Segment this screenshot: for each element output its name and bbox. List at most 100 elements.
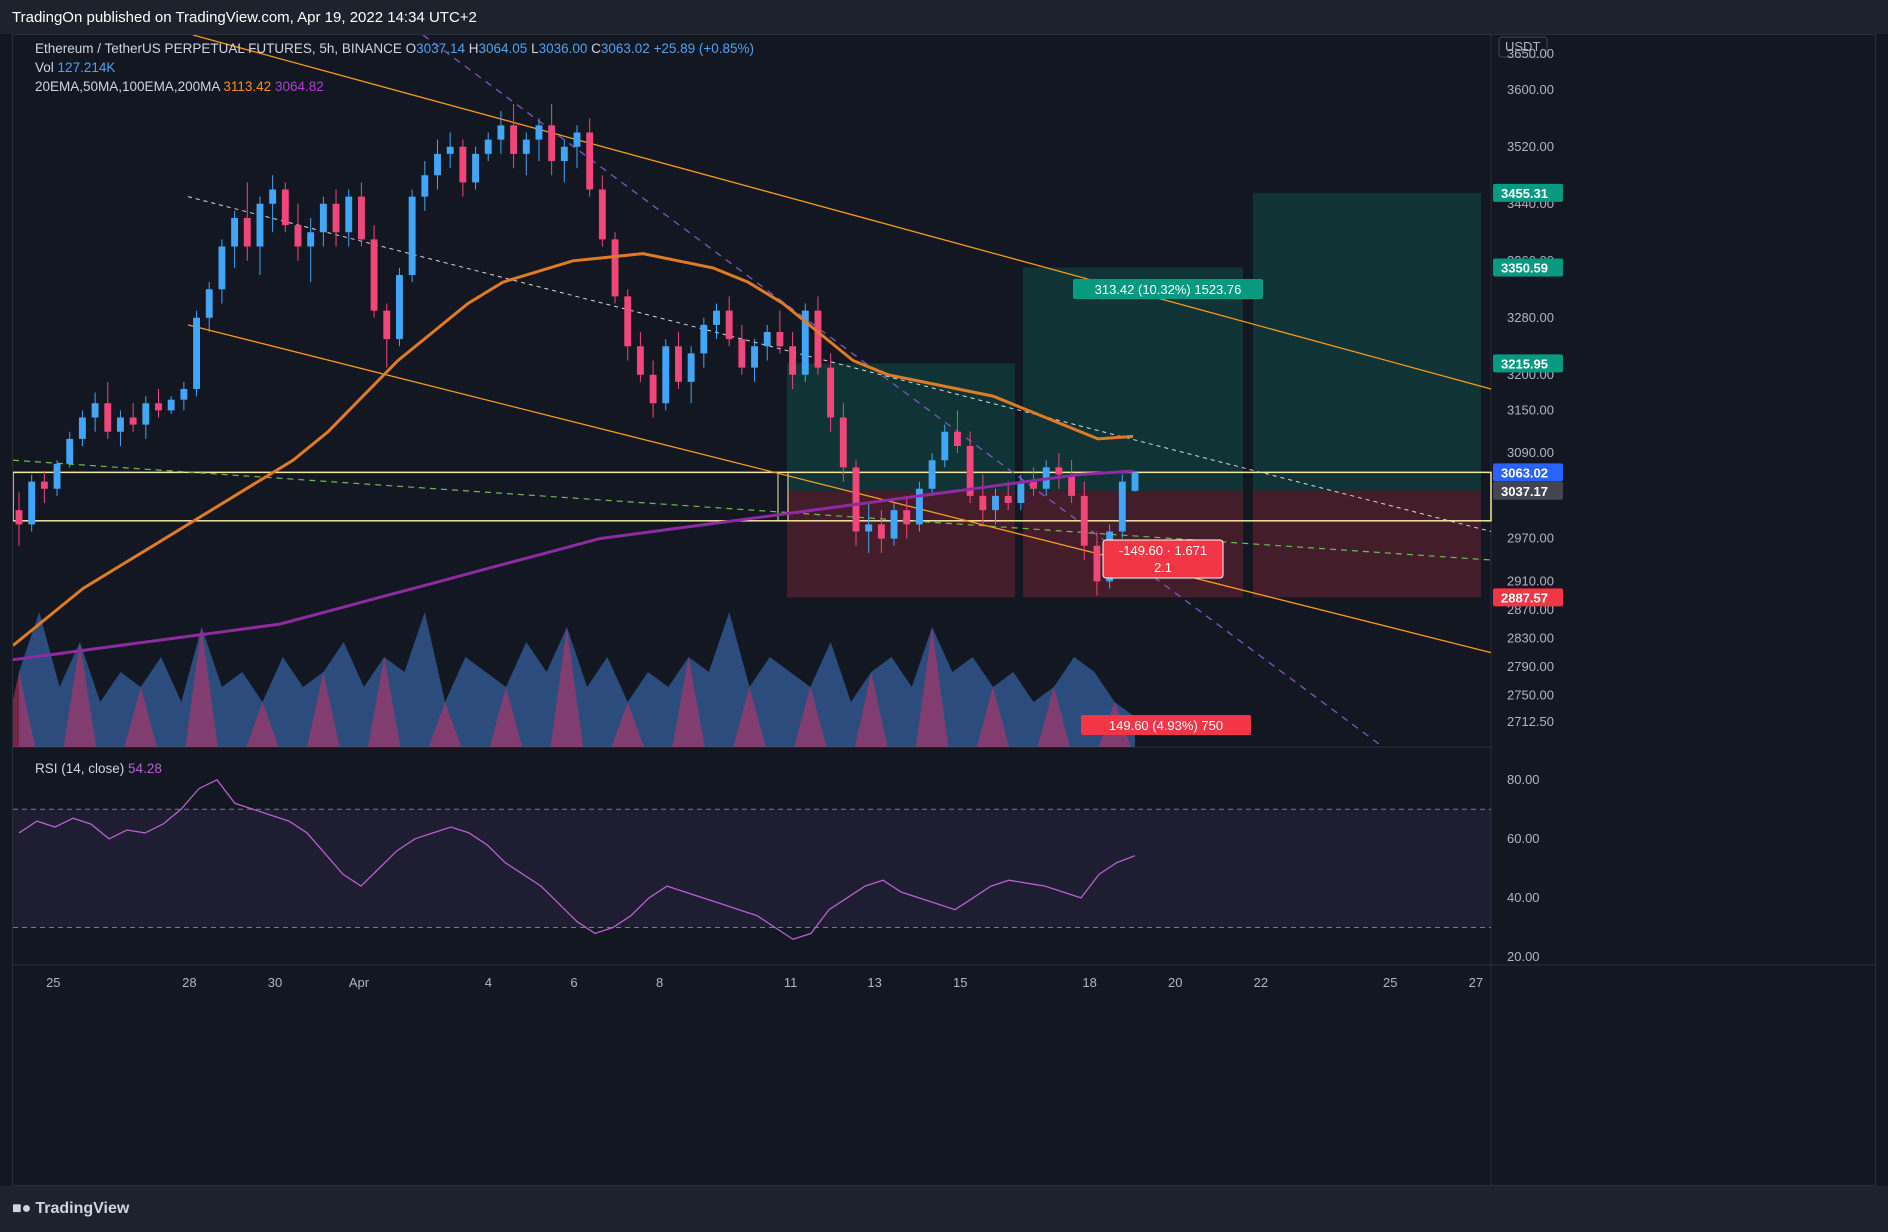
candle-body[interactable] xyxy=(992,495,999,511)
dashed-resistance-line[interactable] xyxy=(187,196,1492,532)
candle-body[interactable] xyxy=(966,446,974,496)
candle-body[interactable] xyxy=(269,189,277,204)
candle-body[interactable] xyxy=(243,218,251,247)
rsi-pane[interactable] xyxy=(13,778,1491,941)
candle-body[interactable] xyxy=(1080,495,1088,546)
candle-body[interactable] xyxy=(535,125,543,140)
candle-body[interactable] xyxy=(28,481,36,525)
candle-body[interactable] xyxy=(40,481,48,489)
candle-body[interactable] xyxy=(776,332,784,347)
candle-body[interactable] xyxy=(877,524,885,539)
candle-body[interactable] xyxy=(307,232,315,247)
channel-lower-line[interactable] xyxy=(187,324,1492,654)
candle-series[interactable] xyxy=(15,104,1139,596)
candle-body[interactable] xyxy=(1068,474,1076,496)
candle-body[interactable] xyxy=(789,346,797,375)
candle-body[interactable] xyxy=(611,239,619,297)
candle-body[interactable] xyxy=(396,275,403,340)
candle-body[interactable] xyxy=(332,203,340,233)
candle-body[interactable] xyxy=(78,417,86,439)
candle-body[interactable] xyxy=(852,467,860,532)
candle-body[interactable] xyxy=(586,132,594,190)
candle-body[interactable] xyxy=(624,296,632,347)
candle-body[interactable] xyxy=(434,153,441,176)
candle-body[interactable] xyxy=(484,139,492,154)
candle-body[interactable] xyxy=(662,346,670,404)
candle-body[interactable] xyxy=(1017,481,1025,503)
candle-body[interactable] xyxy=(522,139,530,154)
candle-body[interactable] xyxy=(1093,545,1101,582)
candle-body[interactable] xyxy=(180,389,188,400)
candle-body[interactable] xyxy=(636,346,644,375)
candle-body[interactable] xyxy=(941,431,949,461)
candle-body[interactable] xyxy=(814,310,822,368)
candle-body[interactable] xyxy=(687,353,695,382)
candle-body[interactable] xyxy=(915,488,923,525)
candle-body[interactable] xyxy=(472,153,479,183)
candle-body[interactable] xyxy=(155,403,162,411)
time-axis[interactable]: 25 28 30 Apr 4 6 8 11 13 15 18 20 22 25 27 xyxy=(46,975,1483,990)
candle-body[interactable] xyxy=(839,417,847,468)
candle-body[interactable] xyxy=(497,125,505,140)
candle-body[interactable] xyxy=(256,203,264,247)
candle-body[interactable] xyxy=(738,339,746,368)
candle-body[interactable] xyxy=(53,463,61,489)
candle-body[interactable] xyxy=(979,495,987,511)
candle-body[interactable] xyxy=(117,417,124,432)
currency-box[interactable] xyxy=(1498,36,1548,58)
chart-area[interactable]: USDT3650.003600.003520.003440.003360.003… xyxy=(12,34,1876,1186)
candle-body[interactable] xyxy=(281,189,289,226)
candle-body[interactable] xyxy=(231,218,239,247)
tradingview-brand[interactable]: ■● TradingView xyxy=(12,1200,129,1218)
candle-body[interactable] xyxy=(725,310,733,340)
candle-body[interactable] xyxy=(510,125,518,154)
candle-body[interactable] xyxy=(218,246,226,290)
candle-body[interactable] xyxy=(954,431,961,446)
range-box[interactable] xyxy=(13,471,1492,522)
candle-body[interactable] xyxy=(104,403,112,432)
candle-body[interactable] xyxy=(890,510,898,539)
candle-body[interactable] xyxy=(370,239,378,311)
candle-body[interactable] xyxy=(548,125,556,161)
candle-body[interactable] xyxy=(903,510,911,525)
candle-body[interactable] xyxy=(598,189,606,240)
candle-body[interactable] xyxy=(167,399,175,411)
candle-body[interactable] xyxy=(66,438,74,464)
candle-body[interactable] xyxy=(383,310,391,340)
dashed-trend-line[interactable] xyxy=(422,35,1384,748)
candle-body[interactable] xyxy=(459,146,467,183)
candle-body[interactable] xyxy=(129,417,137,425)
candle-body[interactable] xyxy=(573,132,581,147)
candle-body[interactable] xyxy=(15,510,23,525)
candle-body[interactable] xyxy=(205,289,213,318)
candle-body[interactable] xyxy=(294,225,302,247)
candle-body[interactable] xyxy=(1004,495,1012,503)
drawing-lines[interactable] xyxy=(13,35,1492,748)
candle-body[interactable] xyxy=(345,196,353,233)
channel-upper-line[interactable] xyxy=(192,35,1492,390)
candle-body[interactable] xyxy=(700,324,708,354)
dashed-support-line[interactable] xyxy=(13,459,1492,561)
candle-body[interactable] xyxy=(91,403,99,418)
currency-label[interactable]: USDT xyxy=(1505,39,1540,54)
chart-svg[interactable]: USDT3650.003600.003520.003440.003360.003… xyxy=(13,35,1876,1186)
candle-body[interactable] xyxy=(357,196,365,240)
candle-body[interactable] xyxy=(408,196,416,275)
candle-body[interactable] xyxy=(675,346,682,382)
candle-body[interactable] xyxy=(142,403,150,425)
candle-body[interactable] xyxy=(1030,481,1037,489)
candle-body[interactable] xyxy=(928,460,936,489)
price-axis[interactable]: USDT3650.003600.003520.003440.003360.003… xyxy=(1493,36,1563,964)
candle-body[interactable] xyxy=(1055,467,1063,475)
candle-body[interactable] xyxy=(827,367,835,418)
candle-body[interactable] xyxy=(446,146,454,154)
candle-body[interactable] xyxy=(1131,472,1139,491)
candle-body[interactable] xyxy=(193,317,200,389)
candle-body[interactable] xyxy=(751,346,758,368)
candle-body[interactable] xyxy=(865,524,873,532)
candle-body[interactable] xyxy=(421,175,429,197)
candle-body[interactable] xyxy=(649,374,657,404)
candle-body[interactable] xyxy=(713,310,720,325)
candle-body[interactable] xyxy=(319,203,327,233)
candle-body[interactable] xyxy=(1118,481,1126,532)
